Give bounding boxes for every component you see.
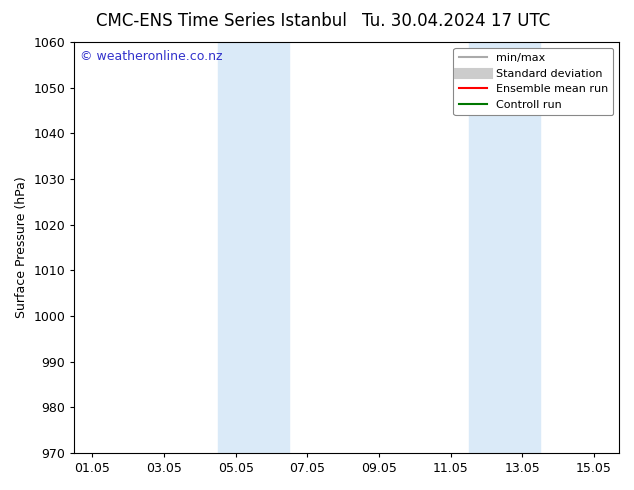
Bar [217,42,289,453]
Bar [469,42,540,453]
Text: CMC-ENS Time Series Istanbul: CMC-ENS Time Series Istanbul [96,12,347,30]
Text: © weatheronline.co.nz: © weatheronline.co.nz [80,50,223,63]
Legend: min/max, Standard deviation, Ensemble mean run, Controll run: min/max, Standard deviation, Ensemble me… [453,48,614,115]
Text: Tu. 30.04.2024 17 UTC: Tu. 30.04.2024 17 UTC [363,12,550,30]
Y-axis label: Surface Pressure (hPa): Surface Pressure (hPa) [15,176,28,318]
